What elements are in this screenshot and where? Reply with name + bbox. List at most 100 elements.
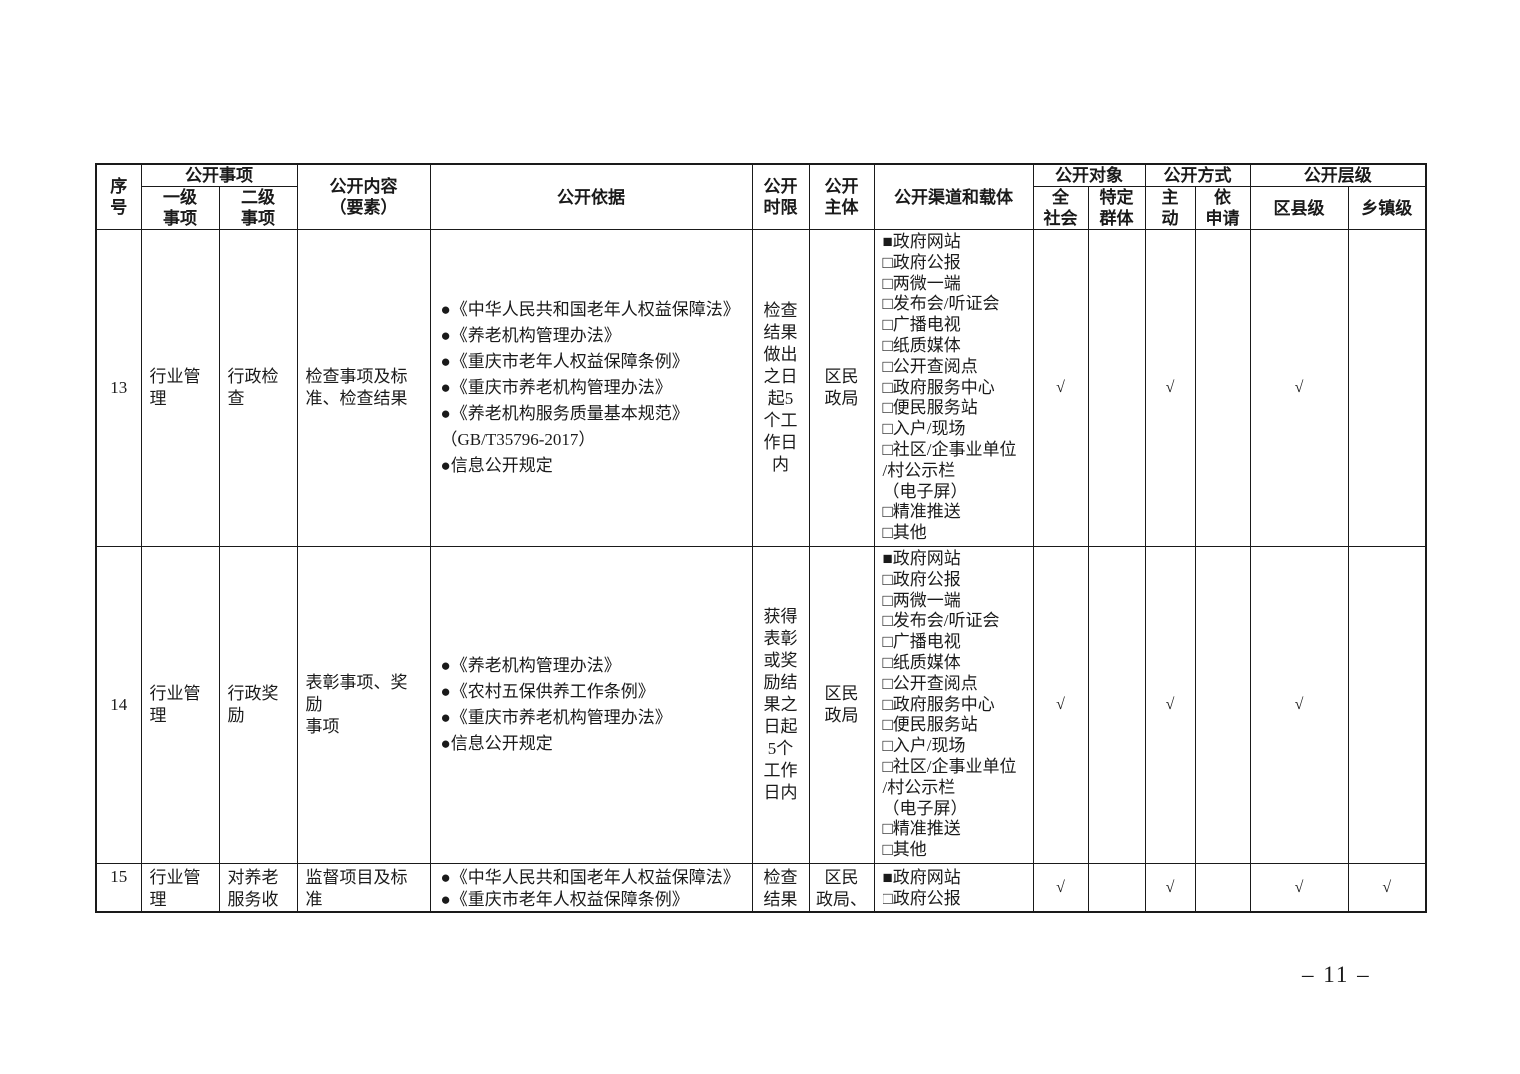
channel-option-continuation: （电子屏） — [882, 798, 968, 818]
channel-option: □其他 — [882, 523, 927, 543]
channel-option-continuation: （电子屏） — [882, 481, 968, 501]
header-method-group: 公开方式 — [1144, 163, 1251, 187]
basis-cell: ●《养老机构管理办法》 ●《农村五保供养工作条例》 ●《重庆市养老机构管理办法》… — [429, 546, 753, 864]
channel-option: □公开查阅点 — [882, 356, 978, 376]
content-cell: 表彰事项、奖励 事项 — [296, 546, 431, 864]
channel-option: □发布会/听证会 — [882, 611, 1000, 631]
basis-item: ●《养老机构管理办法》 — [440, 656, 621, 675]
content-cell: 检查事项及标 准、检查结果 — [296, 229, 431, 547]
basis-item: ●《重庆市老年人权益保障条例》 — [440, 890, 689, 909]
header-level1: 一级 事项 — [140, 186, 220, 230]
basis-item: ●《养老机构管理办法》 — [440, 326, 621, 345]
page-number: – 11 – — [1302, 962, 1371, 987]
flag-proactive: √ — [1144, 546, 1196, 864]
header-level2: 二级 事项 — [218, 186, 298, 230]
row-number: 15 — [95, 863, 142, 913]
flag-proactive: √ — [1144, 229, 1196, 547]
header-time: 公开 时限 — [751, 163, 810, 230]
channel-option: □政府公报 — [882, 569, 961, 589]
level1-item: 行业管 理 — [140, 229, 220, 547]
header-row-2: 一级 事项 二级 事项 全 社会 特定 群体 主 动 依 申请 区县级 乡镇级 — [96, 186, 1427, 230]
channel-option: □发布会/听证会 — [882, 294, 1000, 314]
flag-specific-group — [1087, 229, 1146, 547]
time-limit-cell: 检查 结果 — [751, 863, 810, 913]
channel-option: □政府服务中心 — [882, 377, 995, 397]
channel-option-continuation: /村公示栏 — [882, 460, 956, 480]
channel-option-continuation: /村公示栏 — [882, 777, 956, 797]
flag-proactive: √ — [1144, 863, 1196, 913]
basis-item: ●《中华人民共和国老年人权益保障法》 — [440, 300, 740, 319]
header-proactive: 主 动 — [1144, 186, 1196, 230]
header-basis: 公开依据 — [429, 163, 753, 230]
level2-item: 对养老 服务收 — [218, 863, 298, 913]
header-on-request: 依 申请 — [1194, 186, 1251, 230]
channels-cell: ■政府网站 □政府公报 □两微一端 □发布会/听证会 □广播电视 □纸质媒体 □… — [873, 229, 1034, 547]
content-cell: 监督项目及标 准 — [296, 863, 431, 913]
flag-on-request — [1194, 229, 1251, 547]
basis-cell: ●《中华人民共和国老年人权益保障法》 ●《养老机构管理办法》 ●《重庆市老年人权… — [429, 229, 753, 547]
channel-option: □两微一端 — [882, 273, 961, 293]
channel-option: □政府服务中心 — [882, 694, 995, 714]
table-row-15: 15 行业管 理 对养老 服务收 监督项目及标 准 ●《中华人民共和国老年人权益… — [95, 863, 1427, 913]
time-limit-cell: 检查 结果 做出 之日 起5 个工 作日 内 — [751, 229, 810, 547]
channel-option: □精准推送 — [882, 502, 961, 522]
flag-township — [1347, 229, 1427, 547]
channel-option: □纸质媒体 — [882, 336, 961, 355]
subject-cell: 区民 政局、 — [808, 863, 875, 913]
header-all-society: 全 社会 — [1032, 186, 1089, 230]
channel-option: □广播电视 — [882, 315, 961, 335]
channel-option: □政府公报 — [882, 889, 961, 908]
channels-cell: ■政府网站 □政府公报 □两微一端 □发布会/听证会 □广播电视 □纸质媒体 □… — [873, 546, 1034, 864]
header-level-group: 公开层级 — [1249, 163, 1427, 187]
channel-option-checked: ■政府网站 — [882, 868, 961, 887]
channel-option: □公开查阅点 — [882, 673, 978, 693]
channel-option: □入户/现场 — [882, 736, 966, 756]
basis-item: ●《农村五保供养工作条例》 — [440, 682, 655, 701]
subject-cell: 区民 政局 — [808, 546, 875, 864]
basis-item: ●《中华人民共和国老年人权益保障法》 — [440, 868, 740, 887]
channel-option: □社区/企事业单位 — [882, 756, 1017, 776]
level1-item: 行业管 理 — [140, 546, 220, 864]
level2-item: 行政检 查 — [218, 229, 298, 547]
header-township: 乡镇级 — [1347, 186, 1427, 230]
channel-option: □纸质媒体 — [882, 653, 961, 672]
basis-item: ●信息公开规定 — [440, 734, 553, 753]
header-no: 序 号 — [95, 163, 142, 230]
basis-cell: ●《中华人民共和国老年人权益保障法》 ●《重庆市老年人权益保障条例》 — [429, 863, 753, 913]
header-subject: 公开 主体 — [808, 163, 875, 230]
row-number: 14 — [95, 546, 142, 864]
basis-item-continuation: （GB/T35796-2017） — [440, 430, 596, 449]
flag-all-society: √ — [1032, 229, 1089, 547]
channel-option: □广播电视 — [882, 632, 961, 652]
channel-option: □入户/现场 — [882, 419, 966, 439]
flag-county: √ — [1249, 863, 1349, 913]
header-channels: 公开渠道和载体 — [873, 163, 1034, 230]
channel-option: □精准推送 — [882, 819, 961, 839]
channels-cell: ■政府网站 □政府公报 — [873, 863, 1034, 913]
table-row-14: 14 行业管 理 行政奖 励 表彰事项、奖励 事项 ●《养老机构管理办法》 ●《… — [95, 546, 1427, 864]
channel-option: □政府公报 — [882, 252, 961, 272]
basis-item: ●信息公开规定 — [440, 456, 553, 475]
level1-item: 行业管 理 — [140, 863, 220, 913]
channel-option: □两微一端 — [882, 590, 961, 610]
header-content: 公开内容 （要素） — [296, 163, 431, 230]
flag-specific-group — [1087, 546, 1146, 864]
flag-all-society: √ — [1032, 546, 1089, 864]
time-limit-cell: 获得 表彰 或奖 励结 果之 日起 5个 工作 日内 — [751, 546, 810, 864]
basis-item: ●《养老机构服务质量基本规范》 — [440, 404, 689, 423]
header-row-1: 序 号 公开事项 公开内容 （要素） 公开依据 公开 时限 公开 主体 公开渠道… — [95, 163, 1427, 230]
disclosure-items-table: 序 号 公开事项 公开内容 （要素） 公开依据 公开 时限 公开 主体 公开渠道… — [95, 163, 1427, 913]
flag-specific-group — [1087, 863, 1146, 913]
flag-county: √ — [1249, 546, 1349, 864]
basis-item: ●《重庆市养老机构管理办法》 — [440, 708, 672, 727]
flag-on-request — [1194, 863, 1251, 913]
basis-item: ●《重庆市养老机构管理办法》 — [440, 378, 672, 397]
channel-option: □社区/企事业单位 — [882, 439, 1017, 459]
channel-option-checked: ■政府网站 — [882, 549, 961, 569]
level2-item: 行政奖 励 — [218, 546, 298, 864]
header-county: 区县级 — [1249, 186, 1349, 230]
channel-option: □便民服务站 — [882, 715, 978, 735]
flag-township: √ — [1347, 863, 1427, 913]
flag-township — [1347, 546, 1427, 864]
header-specific-group: 特定 群体 — [1087, 186, 1146, 230]
